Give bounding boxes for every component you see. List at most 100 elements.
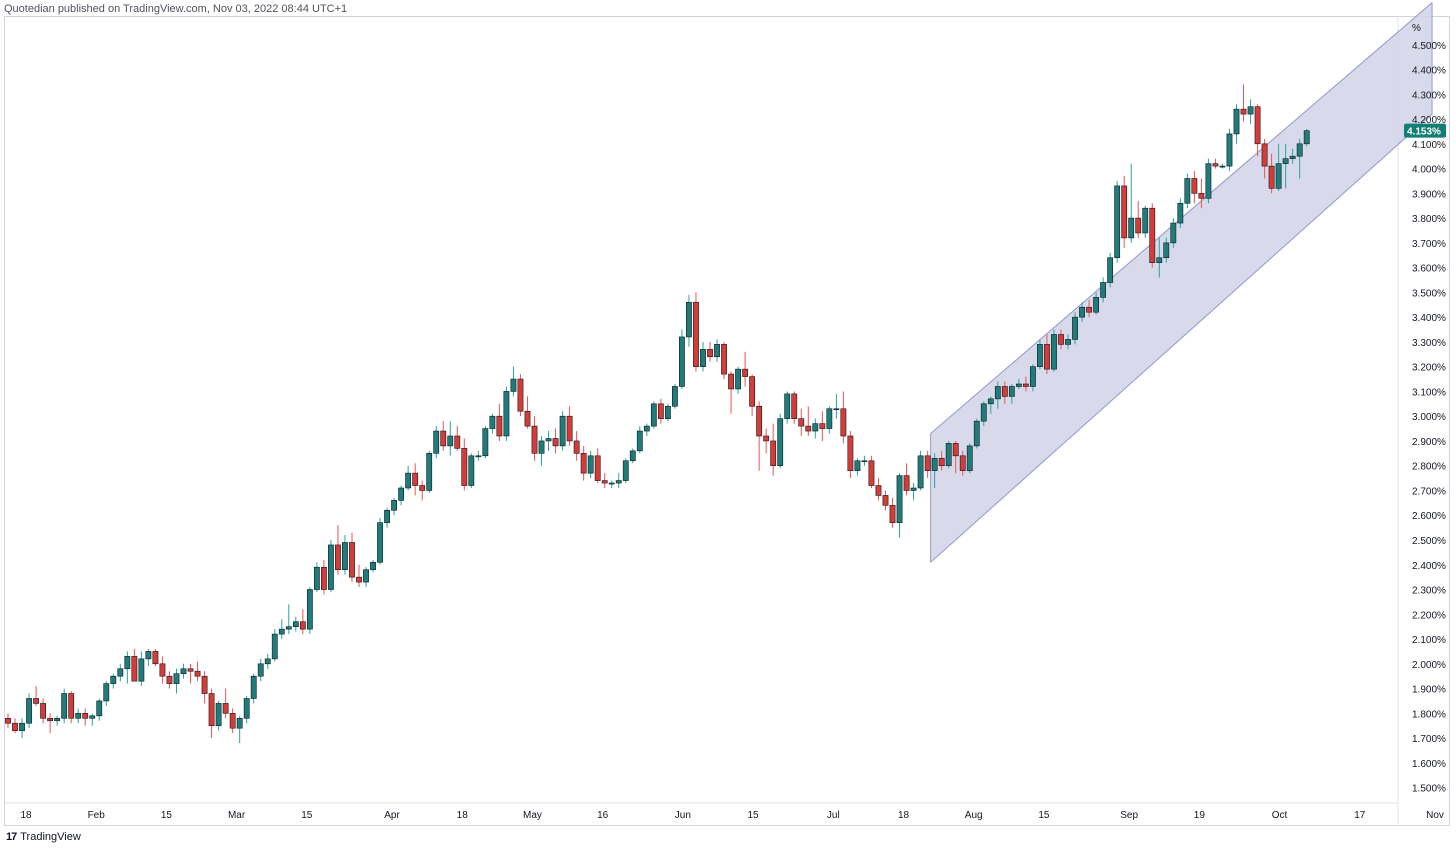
regression-channel xyxy=(930,2,1433,563)
candle-body xyxy=(650,403,657,427)
candle-body xyxy=(910,487,917,491)
candle xyxy=(1079,302,1085,323)
x-tick-label: Oct xyxy=(1272,810,1288,821)
candle xyxy=(798,408,805,436)
candle-body xyxy=(54,717,61,722)
candle xyxy=(973,418,980,449)
candle xyxy=(763,428,770,454)
candle-body xyxy=(433,430,440,454)
candle xyxy=(328,540,334,592)
candle-body xyxy=(19,722,25,731)
y-tick-label: 2.300% xyxy=(1412,586,1446,597)
candle xyxy=(1142,205,1149,238)
candle xyxy=(489,413,496,434)
candle-body xyxy=(938,457,945,467)
candle-body xyxy=(313,566,320,590)
candle xyxy=(306,587,313,635)
candle xyxy=(292,616,299,632)
candle xyxy=(1093,292,1099,315)
candle xyxy=(145,648,152,667)
candle xyxy=(236,715,243,744)
candle xyxy=(707,341,713,362)
candle-body xyxy=(1093,297,1099,313)
candle xyxy=(826,406,833,434)
candle-body xyxy=(356,576,362,583)
candle xyxy=(566,406,573,446)
candle-body xyxy=(573,440,580,454)
candle-body xyxy=(68,693,75,719)
candle xyxy=(959,450,966,476)
candle xyxy=(643,423,650,436)
candle xyxy=(426,450,433,493)
candle-body xyxy=(1219,165,1226,168)
candle-body xyxy=(580,453,587,474)
candle-body xyxy=(1051,334,1057,370)
candle xyxy=(124,651,131,684)
y-tick-label: 4.400% xyxy=(1412,66,1446,77)
candle-body xyxy=(840,408,847,437)
candle-body xyxy=(166,675,173,684)
candle xyxy=(931,453,938,488)
y-tick-label: 2.100% xyxy=(1412,635,1446,646)
candle xyxy=(1107,252,1114,288)
candle-body xyxy=(861,460,868,463)
candle xyxy=(917,450,924,491)
candle xyxy=(686,294,692,347)
candle xyxy=(629,448,636,464)
candle-body xyxy=(1170,222,1177,244)
candle xyxy=(1212,158,1219,169)
candle-body xyxy=(686,301,692,338)
candle-body xyxy=(1261,143,1268,167)
candle-body xyxy=(643,425,650,432)
x-tick-label: Sep xyxy=(1120,810,1138,821)
y-tick-label: 2.600% xyxy=(1412,511,1446,522)
candle xyxy=(770,423,777,476)
candle xyxy=(1149,203,1156,268)
candle-body xyxy=(96,700,103,717)
candle xyxy=(1177,198,1184,228)
candle xyxy=(657,398,664,424)
x-tick-label: Nov xyxy=(1426,810,1444,821)
candle xyxy=(854,458,861,476)
candle xyxy=(721,341,727,380)
candle-body xyxy=(1191,178,1198,194)
candle xyxy=(264,653,271,669)
candle xyxy=(40,698,46,724)
candle-body xyxy=(1044,344,1050,370)
candle xyxy=(250,673,257,704)
candle-body xyxy=(1233,108,1240,135)
candle-body xyxy=(103,683,110,702)
candle xyxy=(1037,339,1043,370)
candle-body xyxy=(152,651,159,665)
candle xyxy=(1191,171,1198,204)
candle-body xyxy=(679,336,685,387)
candle-body xyxy=(1114,185,1121,259)
candle-body xyxy=(412,472,419,486)
candle xyxy=(201,671,208,704)
candle xyxy=(1030,364,1036,392)
x-tick-label: 15 xyxy=(748,810,760,821)
y-tick-label: 2.000% xyxy=(1412,660,1446,671)
candle-body xyxy=(110,675,117,684)
candle xyxy=(777,413,784,469)
candle xyxy=(742,351,748,387)
candle xyxy=(1044,334,1050,375)
candle xyxy=(1022,376,1029,392)
candle xyxy=(952,440,959,474)
candle-body xyxy=(559,415,566,447)
candle-body xyxy=(1015,383,1022,387)
candle xyxy=(82,708,89,726)
candle xyxy=(693,292,699,372)
footer: 17 TradingView xyxy=(6,831,81,843)
candle-body xyxy=(370,561,376,571)
candle-body xyxy=(1275,163,1282,189)
candle xyxy=(510,366,517,397)
candle-body xyxy=(222,703,229,714)
candle-body xyxy=(1030,366,1036,387)
candle-body xyxy=(447,435,454,447)
candle xyxy=(791,391,798,424)
y-tick-label: 3.100% xyxy=(1412,387,1446,398)
candle-body xyxy=(342,542,348,571)
footer-brand[interactable]: TradingView xyxy=(20,831,81,843)
